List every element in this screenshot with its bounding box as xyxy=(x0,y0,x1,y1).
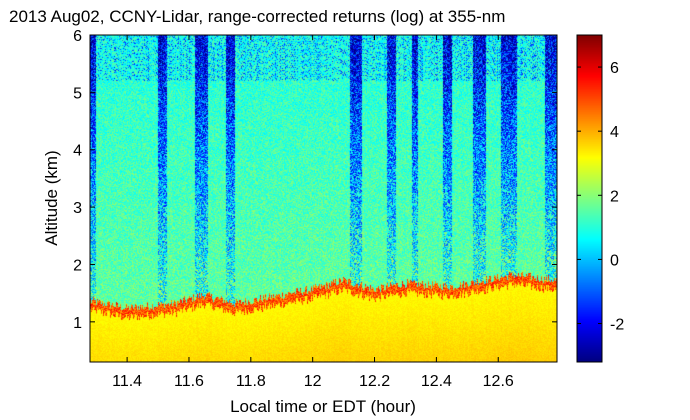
colorbar: -2 0 2 4 6 xyxy=(576,34,624,363)
y-tick-label: 6 xyxy=(73,28,82,45)
y-tick-label: 2 xyxy=(73,257,82,274)
x-tick-label: 12.6 xyxy=(483,373,514,390)
y-tick: 2 xyxy=(73,257,557,274)
chart-title: 2013 Aug02, CCNY-Lidar, range-corrected … xyxy=(9,7,505,26)
y-tick-label: 5 xyxy=(73,85,82,102)
colorbar-tick: -2 xyxy=(577,317,624,334)
y-tick-label: 1 xyxy=(73,315,82,332)
x-tick: 12 xyxy=(304,35,322,390)
x-tick-label: 12.2 xyxy=(359,373,390,390)
colorbar-tick-label: 2 xyxy=(610,188,619,205)
plot-area xyxy=(89,34,558,363)
y-tick: 1 xyxy=(73,315,557,332)
x-tick-label: 11.8 xyxy=(236,373,266,390)
x-tick: 12.6 xyxy=(483,35,514,390)
colorbar-tick: 0 xyxy=(577,252,619,269)
colorbar-tick: 4 xyxy=(577,124,619,141)
x-tick-label: 11.4 xyxy=(112,373,142,390)
x-tick: 11.6 xyxy=(174,35,204,390)
x-tick-label: 12 xyxy=(304,373,322,390)
x-axis-label: Local time or EDT (hour) xyxy=(230,397,416,416)
x-tick: 11.4 xyxy=(112,35,142,390)
x-tick: 11.8 xyxy=(236,35,266,390)
heatmap-image xyxy=(90,35,557,362)
plot-frame xyxy=(89,34,558,363)
colorbar-frame xyxy=(576,34,603,363)
x-tick: 12.4 xyxy=(421,35,452,390)
colorbar-tick-label: 6 xyxy=(610,60,619,77)
y-tick: 4 xyxy=(73,143,557,160)
y-tick: 6 xyxy=(73,28,557,45)
colorbar-tick: 6 xyxy=(577,60,619,77)
colorbar-tick-label: -2 xyxy=(610,317,624,334)
y-axis: 1 2 3 4 5 6 xyxy=(73,28,557,332)
x-tick-label: 11.6 xyxy=(174,373,204,390)
y-tick-label: 4 xyxy=(73,143,82,160)
y-tick: 5 xyxy=(73,85,557,102)
x-axis: 11.4 11.6 11.8 12 12.2 12.4 12.6 xyxy=(112,35,514,390)
colorbar-tick: 2 xyxy=(577,188,619,205)
y-tick-label: 3 xyxy=(73,200,82,217)
colorbar-tick-label: 0 xyxy=(610,252,619,269)
colorbar-image xyxy=(577,35,602,362)
colorbar-ticks: -2 0 2 4 6 xyxy=(577,60,624,334)
x-tick: 12.2 xyxy=(359,35,390,390)
y-tick: 3 xyxy=(73,200,557,217)
y-axis-label: Altitude (km) xyxy=(42,150,61,245)
colorbar-tick-label: 4 xyxy=(610,124,619,141)
x-tick-label: 12.4 xyxy=(421,373,452,390)
